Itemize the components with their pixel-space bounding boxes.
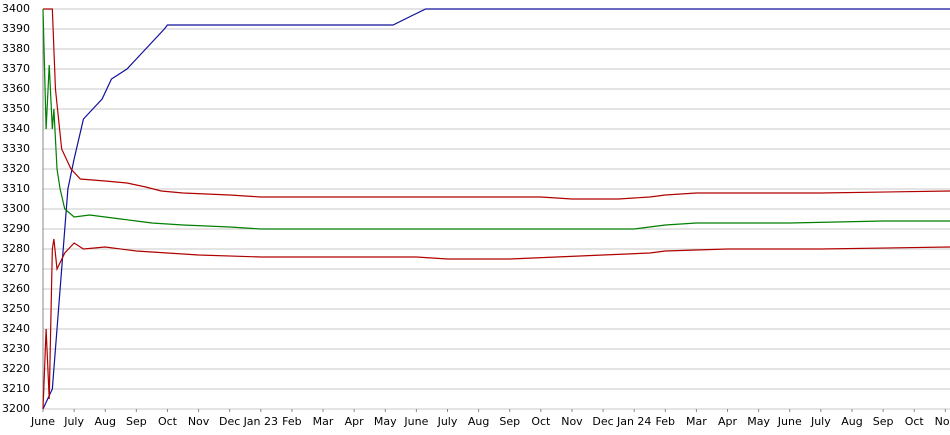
x-tick-label: Apr xyxy=(718,415,738,428)
y-tick-label: 3240 xyxy=(2,322,30,335)
x-tick-label: June xyxy=(403,415,428,428)
y-tick-label: 3330 xyxy=(2,142,30,155)
x-tick-label: Aug xyxy=(841,415,862,428)
x-tick-label: Nov xyxy=(561,415,583,428)
line-series xyxy=(43,8,950,200)
y-tick-label: 3400 xyxy=(2,2,30,15)
line-series xyxy=(42,8,950,230)
y-tick-label: 3310 xyxy=(2,182,30,195)
y-tick-label: 3320 xyxy=(2,162,30,175)
y-tick-label: 3210 xyxy=(2,382,30,395)
x-tick-label: Oct xyxy=(905,415,925,428)
x-tick-label: Jan 24 xyxy=(616,415,651,428)
x-tick-label: June xyxy=(777,415,802,428)
x-tick-label: Nov xyxy=(935,415,950,428)
x-tick-label: July xyxy=(810,415,831,428)
y-tick-label: 3270 xyxy=(2,262,30,275)
y-tick-label: 3340 xyxy=(2,122,30,135)
x-tick-label: Sep xyxy=(126,415,147,428)
x-tick-label: July xyxy=(63,415,84,428)
y-tick-label: 3290 xyxy=(2,222,30,235)
y-tick-label: 3220 xyxy=(2,362,30,375)
y-tick-label: 3230 xyxy=(2,342,30,355)
y-tick-label: 3250 xyxy=(2,302,30,315)
x-tick-label: Mar xyxy=(313,415,334,428)
x-tick-label: July xyxy=(437,415,458,428)
line-series xyxy=(42,238,950,410)
x-tick-label: Dec xyxy=(592,415,613,428)
x-tick-label: Jan 23 xyxy=(243,415,278,428)
x-tick-label: May xyxy=(747,415,770,428)
y-tick-label: 3260 xyxy=(2,282,30,295)
y-tick-label: 3350 xyxy=(2,102,30,115)
x-tick-label: Sep xyxy=(499,415,520,428)
x-tick-label: June xyxy=(30,415,55,428)
x-tick-label: Oct xyxy=(158,415,178,428)
y-tick-label: 3300 xyxy=(2,202,30,215)
x-tick-label: Apr xyxy=(345,415,365,428)
y-tick-label: 3360 xyxy=(2,82,30,95)
x-tick-label: Aug xyxy=(468,415,489,428)
y-tick-label: 3370 xyxy=(2,62,30,75)
x-tick-label: Aug xyxy=(94,415,115,428)
line-series xyxy=(42,8,950,410)
x-tick-label: May xyxy=(374,415,397,428)
y-tick-label: 3380 xyxy=(2,42,30,55)
x-tick-label: Feb xyxy=(656,415,675,428)
x-tick-label: Dec xyxy=(219,415,240,428)
y-tick-label: 3390 xyxy=(2,22,30,35)
x-tick-label: Mar xyxy=(686,415,707,428)
x-tick-label: Feb xyxy=(282,415,301,428)
x-tick-label: Nov xyxy=(188,415,210,428)
y-tick-label: 3200 xyxy=(2,402,30,415)
y-tick-label: 3280 xyxy=(2,242,30,255)
x-tick-label: Sep xyxy=(873,415,894,428)
x-tick-label: Oct xyxy=(531,415,551,428)
